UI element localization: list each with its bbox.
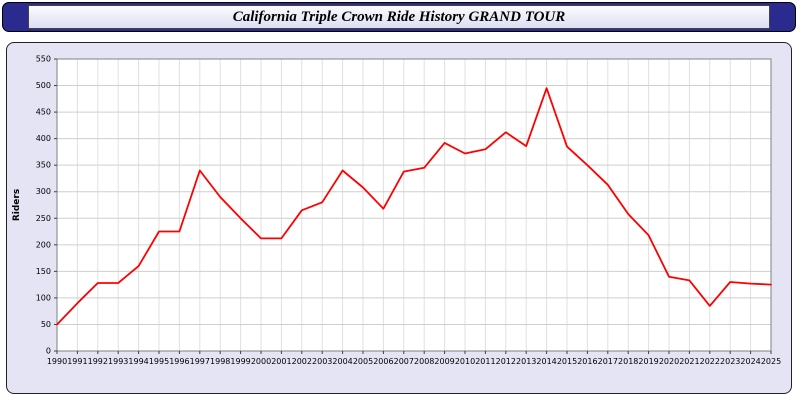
svg-text:1994: 1994 xyxy=(128,357,148,366)
svg-text:1990: 1990 xyxy=(47,357,67,366)
svg-text:350: 350 xyxy=(36,161,51,170)
svg-text:2017: 2017 xyxy=(598,357,618,366)
svg-text:100: 100 xyxy=(36,293,51,302)
page-title: California Triple Crown Ride History GRA… xyxy=(232,8,566,25)
svg-text:250: 250 xyxy=(36,214,51,223)
chart-panel: 0 50 100 150 200 250 300 350 400 450 500 550 1990 199… xyxy=(6,42,792,394)
svg-text:1998: 1998 xyxy=(210,357,230,366)
svg-text:2004: 2004 xyxy=(332,357,352,366)
svg-text:2014: 2014 xyxy=(536,357,556,366)
svg-text:2001: 2001 xyxy=(271,357,291,366)
svg-text:2023: 2023 xyxy=(720,357,740,366)
svg-text:550: 550 xyxy=(36,55,51,64)
svg-text:450: 450 xyxy=(36,108,51,117)
svg-text:2021: 2021 xyxy=(679,357,699,366)
svg-text:2011: 2011 xyxy=(475,357,495,366)
svg-text:2015: 2015 xyxy=(557,357,577,366)
svg-text:2012: 2012 xyxy=(496,357,516,366)
svg-text:2022: 2022 xyxy=(700,357,720,366)
svg-text:1991: 1991 xyxy=(67,357,87,366)
svg-text:2009: 2009 xyxy=(434,357,454,366)
svg-text:2016: 2016 xyxy=(577,357,597,366)
svg-text:1997: 1997 xyxy=(190,357,210,366)
svg-text:2018: 2018 xyxy=(618,357,638,366)
svg-text:2006: 2006 xyxy=(373,357,393,366)
title-banner-inner: California Triple Crown Ride History GRA… xyxy=(28,5,770,29)
svg-text:150: 150 xyxy=(36,267,51,276)
svg-text:2005: 2005 xyxy=(353,357,373,366)
svg-text:50: 50 xyxy=(41,320,51,329)
svg-text:2003: 2003 xyxy=(312,357,332,366)
svg-text:0: 0 xyxy=(46,347,51,356)
svg-text:2002: 2002 xyxy=(292,357,312,366)
svg-text:2007: 2007 xyxy=(394,357,414,366)
svg-text:Riders: Riders xyxy=(12,189,22,221)
svg-text:1993: 1993 xyxy=(108,357,128,366)
svg-text:2019: 2019 xyxy=(638,357,658,366)
svg-text:1996: 1996 xyxy=(169,357,189,366)
svg-text:2020: 2020 xyxy=(659,357,679,366)
svg-text:2008: 2008 xyxy=(414,357,434,366)
svg-text:2010: 2010 xyxy=(455,357,475,366)
svg-text:500: 500 xyxy=(36,81,51,90)
svg-text:2024: 2024 xyxy=(740,357,760,366)
svg-text:1995: 1995 xyxy=(149,357,169,366)
svg-text:2013: 2013 xyxy=(516,357,536,366)
svg-text:1999: 1999 xyxy=(230,357,250,366)
title-banner: California Triple Crown Ride History GRA… xyxy=(2,2,796,32)
svg-text:200: 200 xyxy=(36,240,51,249)
svg-text:2025: 2025 xyxy=(761,357,781,366)
svg-text:300: 300 xyxy=(36,187,51,196)
svg-text:1992: 1992 xyxy=(88,357,108,366)
svg-text:2000: 2000 xyxy=(251,357,271,366)
svg-text:400: 400 xyxy=(36,134,51,143)
